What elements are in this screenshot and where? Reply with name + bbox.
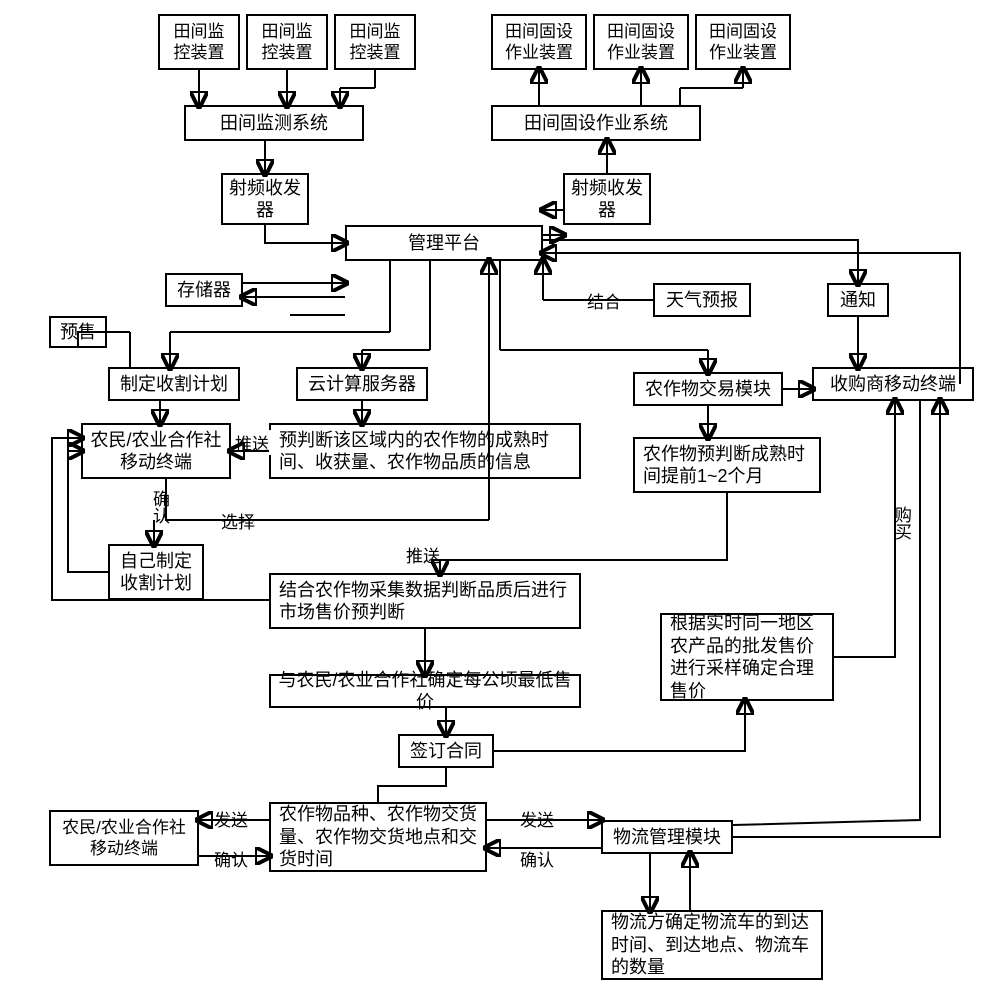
- label-confirm2: 确认: [518, 846, 556, 871]
- node-buyerTerminal: 收购商移动终端: [812, 367, 974, 401]
- node-op1: 田间固设作业装置: [491, 14, 587, 70]
- node-prejudge: 预判断该区域内的农作物的成熟时间、收获量、农作物品质的信息: [269, 423, 581, 479]
- label-push1: 推送: [233, 430, 271, 455]
- node-notify: 通知: [827, 283, 889, 317]
- node-pricePrejudge: 结合农作物采集数据判断品质后进行市场售价预判断: [269, 573, 581, 629]
- node-weather: 天气预报: [653, 283, 751, 317]
- node-rf2: 射频收发器: [563, 173, 651, 225]
- node-mon2: 田间监控装置: [246, 14, 328, 70]
- node-rf1: 射频收发器: [221, 173, 309, 225]
- label-select: 选择: [219, 508, 257, 533]
- node-deliveryInfo: 农作物品种、农作物交货量、农作物交货地点和交货时间: [269, 802, 487, 872]
- node-wholesaleSample: 根据实时同一地区农产品的批发售价进行采样确定合理售价: [660, 613, 834, 701]
- node-opSys: 田间固设作业系统: [491, 105, 701, 141]
- node-tradeModule: 农作物交易模块: [633, 372, 783, 406]
- node-logisticsModule: 物流管理模块: [601, 820, 733, 854]
- label-push2: 推送: [404, 542, 442, 567]
- node-monSys: 田间监测系统: [184, 105, 364, 141]
- node-platform: 管理平台: [345, 225, 543, 261]
- node-contract: 签订合同: [398, 734, 494, 768]
- node-harvestPlan: 制定收割计划: [108, 367, 240, 401]
- node-farmerTerminal2: 农民/农业合作社移动终端: [49, 810, 199, 866]
- node-farmerTerminal: 农民/农业合作社移动终端: [81, 423, 231, 479]
- node-ownPlan: 自己制定收割计划: [108, 544, 204, 600]
- label-confirm1: 确认: [212, 846, 250, 871]
- node-storage: 存储器: [165, 273, 243, 307]
- node-minPrice: 与农民/农业合作社确定每公顷最低售价: [269, 674, 581, 708]
- label-confirm3: 确认: [147, 490, 172, 524]
- label-combine: 结合: [585, 288, 623, 313]
- label-send2: 发送: [518, 806, 556, 831]
- label-buy: 购买: [889, 506, 914, 540]
- node-mon3: 田间监控装置: [334, 14, 416, 70]
- node-presale: 预售: [49, 316, 107, 348]
- node-mon1: 田间监控装置: [158, 14, 240, 70]
- node-matureAdvance: 农作物预判断成熟时间提前1~2个月: [633, 437, 821, 493]
- node-op2: 田间固设作业装置: [593, 14, 689, 70]
- node-op3: 田间固设作业装置: [695, 14, 791, 70]
- label-send1: 发送: [212, 806, 250, 831]
- node-cloud: 云计算服务器: [296, 367, 428, 401]
- node-logisticsDetail: 物流方确定物流车的到达时间、到达地点、物流车的数量: [601, 910, 823, 980]
